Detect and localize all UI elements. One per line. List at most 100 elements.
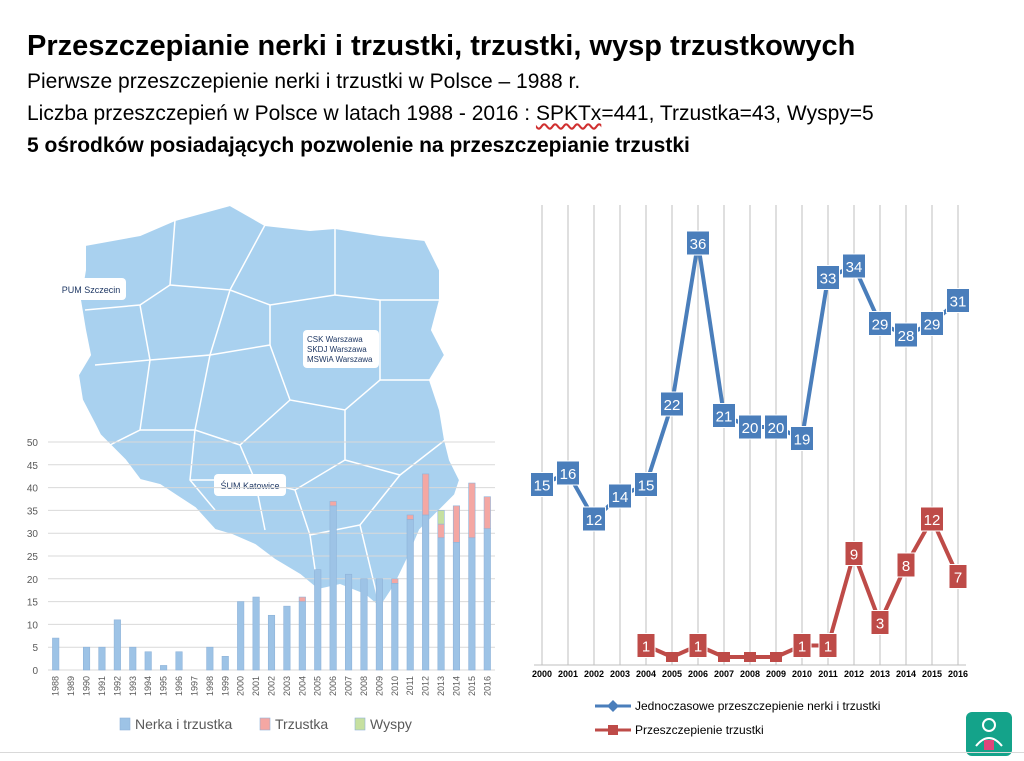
bar-x-tick-label: 2016 [482, 676, 492, 696]
bar-x-tick-label: 2005 [313, 676, 323, 696]
line-data-label: 9 [850, 547, 858, 564]
bar-x-tick-label: 2000 [236, 676, 246, 696]
line-data-label: 28 [898, 328, 915, 345]
label-csk-warszawa: CSK Warszawa [307, 335, 363, 344]
line-data-box [636, 633, 656, 658]
bar-x-tick-label: 1995 [159, 676, 169, 696]
bar-1-2013 [437, 523, 445, 539]
line-data-label: 16 [560, 466, 577, 483]
bar-0-1995 [160, 665, 168, 671]
bar-x-tick-label: 1989 [66, 676, 76, 696]
line-data-box [634, 472, 658, 497]
legend-label-blue: Jednoczasowe przeszczepienie nerki i trz… [635, 699, 881, 713]
line-data-box [948, 564, 968, 589]
bar-0-1994 [144, 651, 152, 671]
bar-y-tick-label: 20 [27, 575, 39, 586]
line-x-tick-label: 2000 [532, 669, 552, 679]
line-data-box [792, 633, 812, 658]
legend-swatch-red [595, 725, 631, 735]
line-x-tick-label: 2012 [844, 669, 864, 679]
line-marker [666, 652, 678, 662]
line-data-label: 3 [876, 616, 884, 633]
bar-legend-label: Trzustka [275, 716, 328, 732]
logo-icon [966, 712, 1012, 756]
line-x-tick-label: 2005 [662, 669, 682, 679]
bar-y-tick-label: 50 [27, 438, 39, 449]
bar-x-tick-label: 1994 [143, 676, 153, 696]
bar-legend-label: Nerka i trzustka [135, 716, 232, 732]
line-data-label: 12 [924, 512, 941, 529]
bottom-divider [0, 752, 1024, 753]
bar-y-tick-label: 35 [27, 506, 39, 517]
bar-0-2010 [391, 583, 399, 671]
bar-legend-label: Wyspy [370, 716, 412, 732]
bar-0-1999 [221, 656, 229, 671]
line-x-tick-label: 2008 [740, 669, 760, 679]
bar-legend-swatch [259, 717, 271, 731]
line-data-box [608, 483, 632, 509]
line-data-box [868, 311, 892, 336]
bar-2-2013 [437, 510, 445, 525]
line-data-label: 20 [742, 420, 759, 437]
line-data-label: 29 [924, 317, 941, 334]
label-mswia-warszawa: MSWiA Warszawa [307, 355, 373, 364]
line-x-tick-label: 2010 [792, 669, 812, 679]
bar-x-tick-label: 1997 [189, 676, 199, 696]
count-suffix: =441, Trzustka=43, Wyspy=5 [601, 102, 874, 125]
bar-chart: 0 5 10 15 20 25 30 35 40 45 50 1988 1989 1990 1991 199… [27, 438, 495, 732]
bar-0-2013 [437, 537, 445, 671]
line-data-box [738, 414, 762, 440]
line-data-label: 19 [794, 432, 811, 449]
line-data-label: 29 [872, 317, 889, 334]
line-x-tick-label: 2013 [870, 669, 890, 679]
line-x-tick-label: 2011 [818, 669, 838, 679]
line-data-box [686, 230, 710, 256]
bar-x-tick-label: 2002 [267, 676, 277, 696]
line-data-box [712, 403, 736, 428]
label-sum-katowice-text: ŚUM Katowice [220, 480, 279, 491]
bar-1-2012 [422, 473, 430, 516]
label-warszawa: CSK Warszawa SKDJ Warszawa MSWiA Warszaw… [303, 330, 379, 368]
legend-item-blue: Jednoczasowe przeszczepienie nerki i trz… [595, 694, 880, 718]
line-x-tick-label: 2016 [948, 669, 968, 679]
bar-0-2003 [283, 605, 291, 671]
bar-1-2015 [468, 482, 476, 539]
bar-x-tick-label: 2011 [405, 676, 415, 695]
bar-legend-swatch [354, 717, 366, 731]
line-x-tick-label: 2007 [714, 669, 734, 679]
bar-1-2006 [329, 500, 337, 507]
line-x-tick-label: 2009 [766, 669, 786, 679]
label-pum-szczecin: PUM Szczecin [56, 278, 126, 300]
line-data-box [530, 472, 554, 497]
bar-0-1990 [82, 646, 91, 671]
bar-x-tick-label: 2001 [251, 676, 261, 696]
line-data-label: 1 [694, 639, 702, 656]
line-chart-legend: Jednoczasowe przeszczepienie nerki i trz… [595, 694, 880, 742]
line-data-label: 14 [612, 489, 629, 506]
bar-0-1992 [113, 619, 121, 671]
bar-y-tick-label: 15 [27, 598, 39, 609]
bar-x-tick-label: 2008 [359, 676, 369, 696]
label-sum-katowice: ŚUM Katowice [214, 474, 286, 496]
line-data-label: 1 [824, 639, 832, 656]
bar-x-tick-label: 1996 [174, 676, 184, 696]
line-data-box [842, 253, 866, 279]
bar-x-tick-label: 2009 [374, 676, 384, 696]
line-data-box [946, 288, 970, 313]
bar-0-2012 [422, 514, 430, 671]
bar-1-2010 [391, 578, 399, 584]
bar-y-tick-label: 40 [27, 484, 39, 495]
line-data-box [844, 541, 864, 566]
line-x-tick-label: 2006 [688, 669, 708, 679]
line-marker [718, 652, 730, 662]
bar-x-tick-label: 2003 [282, 676, 292, 696]
bar-x-tick-label: 1998 [205, 676, 215, 696]
bar-0-2011 [406, 519, 414, 671]
count-prefix: Liczba przeszczepień w Polsce w latach 1… [27, 102, 536, 125]
voivodeship-borders [84, 219, 446, 609]
line-data-box [764, 414, 788, 440]
bar-0-2009 [375, 578, 383, 671]
line-data-label: 20 [768, 420, 785, 437]
bar-x-tick-label: 1991 [97, 676, 107, 696]
poland-map: PUM Szczecin CSK Warszawa SKDJ Warszawa … [56, 203, 462, 610]
